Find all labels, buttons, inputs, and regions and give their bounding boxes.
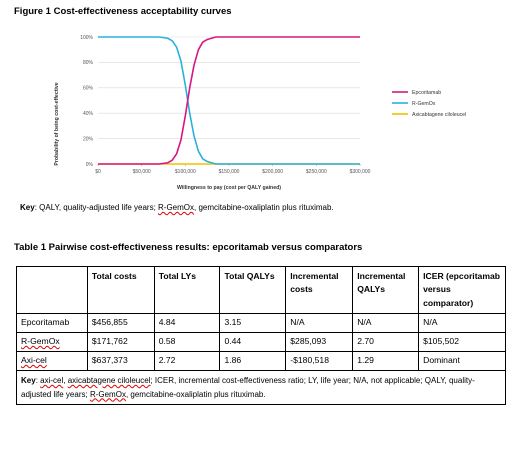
table-key-term: axicabtagene ciloleucel <box>67 375 151 385</box>
y-tick-label: 60% <box>83 86 94 92</box>
chart-legend: Epcoritamab R-GemOx Axicabtagene ciloleuce… <box>392 90 466 118</box>
legend-label: Epcoritamab <box>412 90 441 96</box>
figure-title: Figure 1 Cost-effectiveness acceptabilit… <box>14 6 232 17</box>
y-tick-label: 100% <box>80 35 93 41</box>
legend-label: Axicabtagene ciloleucel <box>412 112 466 118</box>
results-table: Total costs Total LYs Total QALYs Increm… <box>16 266 506 406</box>
table-row: Epcoritamab $456,855 4.84 3.15 N/A N/A N… <box>16 312 506 333</box>
table-cell: 4.84 <box>153 312 221 333</box>
table-key-label: Key <box>21 375 36 385</box>
table-header-cell: Incremental QALYs <box>352 266 420 314</box>
series-line-epcoritamab <box>98 36 360 165</box>
table-key-row: Key: axi-cel, axicabtagene ciloleucel; I… <box>16 369 506 406</box>
x-tick-label: $200,000 <box>262 169 283 175</box>
x-tick-labels: $0 $50,000 $100,000 $150,000 $200,000 $250,00… <box>95 169 370 175</box>
table-header-cell: Total LYs <box>153 266 221 314</box>
table-cell: 1.86 <box>219 350 287 371</box>
figure-key-suffix: , gemcitabine-oxaliplatin plus rituximab… <box>194 203 334 212</box>
table-header-row: Total costs Total LYs Total QALYs Increm… <box>16 266 506 314</box>
table-header-cell: ICER (epcoritamab versus comparator) <box>418 266 506 314</box>
table-cell: N/A <box>285 312 354 333</box>
table-cell: R-GemOx <box>16 331 88 352</box>
table-cell: 0.44 <box>219 331 287 352</box>
legend-label: R-GemOx <box>412 101 436 107</box>
table-key-term: axi-cel <box>40 375 64 385</box>
table-key: Key: axi-cel, axicabtagene ciloleucel; I… <box>16 369 506 406</box>
x-tick-label: $50,000 <box>133 169 151 175</box>
table-header-cell <box>16 266 88 314</box>
y-axis-label: Probability of being cost-effective <box>54 82 60 165</box>
table-cell: -$180,518 <box>285 350 354 371</box>
table-cell: N/A <box>418 312 506 333</box>
x-tick-label: $100,000 <box>175 169 196 175</box>
table-cell-text: Axi-cel <box>21 354 47 365</box>
table-header-cell: Incremental costs <box>285 266 354 314</box>
table-cell: Epcoritamab <box>16 312 88 333</box>
chart-gridlines <box>98 36 360 139</box>
table-cell: $171,762 <box>86 331 155 352</box>
table-header-cell: Total QALYs <box>219 266 287 314</box>
table-key-text: ; ICER, incremental cost-effectiveness r… <box>21 375 475 399</box>
table-key-text: , gemcitabine-oxaliplatin plus rituximab… <box>125 389 266 399</box>
table-cell: 0.58 <box>153 331 221 352</box>
y-tick-label: 40% <box>83 111 94 117</box>
table-header-cell: Total costs <box>86 266 155 314</box>
y-tick-label: 20% <box>83 136 94 142</box>
table-key-text: , <box>63 375 68 385</box>
x-axis-label: Willingness to pay (cost per QALY gained… <box>177 185 281 191</box>
y-tick-labels: 0% 20% 40% 60% 80% 100% <box>80 35 93 168</box>
table-cell: $105,502 <box>418 331 506 352</box>
x-tick-label: $0 <box>95 169 101 175</box>
cost-effectiveness-chart: 0% 20% 40% 60% 80% 100% $0 $50,000 $100,000 $150… <box>54 35 466 191</box>
table-cell: 1.29 <box>352 350 420 371</box>
table-cell-text: R-GemOx <box>21 335 60 346</box>
table-cell: $456,855 <box>86 312 155 333</box>
table-cell: Dominant <box>418 350 506 371</box>
table-cell: $285,093 <box>285 331 354 352</box>
series-line-r-gemox <box>98 36 360 165</box>
chart-series <box>98 36 360 165</box>
table-title: Table 1 Pairwise cost-effectiveness resu… <box>14 242 363 253</box>
table-cell: 3.15 <box>219 312 287 333</box>
table-cell: Axi-cel <box>16 350 88 371</box>
figure-key: Key: QALY, quality-adjusted life years; … <box>20 203 334 212</box>
x-tick-label: $150,000 <box>219 169 240 175</box>
table-row: Axi-cel $637,373 2.72 1.86 -$180,518 1.2… <box>16 350 506 371</box>
figure-key-text: : QALY, quality-adjusted life years; <box>34 203 159 212</box>
table-row: R-GemOx $171,762 0.58 0.44 $285,093 2.70… <box>16 331 506 352</box>
table-cell: N/A <box>352 312 420 333</box>
table-cell: $637,373 <box>86 350 155 371</box>
table-key-term: R-GemOx <box>89 389 126 399</box>
figure-key-term: R-GemOx <box>158 203 195 212</box>
figure-key-label: Key <box>20 203 35 212</box>
y-tick-label: 80% <box>83 60 94 66</box>
x-tick-label: $300,000 <box>350 169 371 175</box>
table-cell: 2.72 <box>153 350 221 371</box>
table-cell: 2.70 <box>352 331 420 352</box>
x-tick-label: $250,000 <box>306 169 327 175</box>
table-key-text: : <box>35 375 41 385</box>
y-tick-label: 0% <box>86 162 94 168</box>
